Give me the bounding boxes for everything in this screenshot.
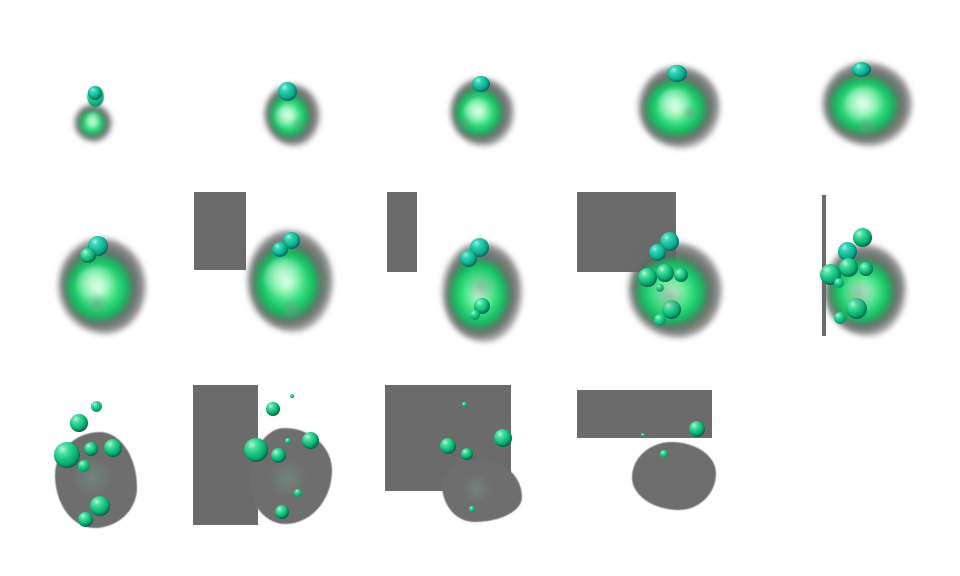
surface-cell [440,438,456,454]
surface-cell [90,496,110,516]
surface-cell [853,228,872,247]
panel-10 [768,192,960,384]
surface-cell [472,76,490,92]
surface-cell [838,242,857,261]
volume-shadow [82,296,112,312]
volume-shadow [464,274,498,300]
panel-8 [384,192,576,384]
surface-cell [290,394,294,398]
mass-residual-green [268,458,308,498]
surface-cell [54,442,80,468]
panel-4 [576,0,768,192]
panel-5 [768,0,960,192]
surface-cell [302,432,319,449]
surface-cell [660,232,679,251]
surface-cell [266,402,280,416]
surface-cell [244,438,268,462]
panel-11 [0,384,192,576]
surface-cell [285,438,291,444]
surface-cell [70,414,88,432]
volume-shadow [292,118,304,130]
surface-cell [859,262,873,276]
surface-cell [656,264,674,282]
surface-cell [461,448,473,460]
panel-13 [384,384,576,576]
surface-cell [638,268,657,287]
volume-shadow [854,118,880,134]
occlusion-rectangle [194,192,246,270]
surface-cell [104,439,122,457]
volume-highlight [86,112,102,128]
volume-shadow [278,300,306,318]
volume-highlight [844,86,886,124]
volume-highlight [264,258,306,298]
surface-cell [839,258,858,277]
surface-cell [852,62,871,77]
surface-cell [272,242,288,257]
panel-3 [384,0,576,192]
volume-shadow [458,116,472,130]
surface-cell [674,268,688,282]
surface-cell [78,460,90,472]
surface-cell [660,450,668,458]
panel-12 [192,384,384,576]
surface-cell [80,248,96,263]
surface-cell [470,310,480,320]
surface-cell [654,314,666,326]
panel-9 [576,192,768,384]
surface-cell [88,86,102,100]
necrotic-mass [632,442,716,510]
surface-cell [78,512,93,527]
panel-15 [768,384,960,576]
surface-cell [667,65,687,82]
panel-14 [576,384,768,576]
volume-shadow [682,104,698,122]
surface-cell [689,421,705,437]
surface-cell [84,442,98,456]
surface-cell [462,402,467,407]
surface-cell [271,448,286,463]
surface-cell [834,312,846,324]
surface-cell [294,489,302,497]
surface-cell [91,401,102,412]
panel-6 [0,192,192,384]
surface-cell [278,82,297,101]
surface-cell [460,250,477,267]
panel-7 [192,192,384,384]
surface-cell [649,244,666,261]
surface-cell [283,232,300,249]
mass-residual-green [460,476,494,502]
surface-cell [469,506,475,512]
surface-cell [641,433,645,437]
panel-2 [192,0,384,192]
volume-shadow [650,282,688,310]
surface-cell [834,278,844,288]
panel-1 [0,0,192,192]
surface-cell [494,429,512,447]
volume-shadow [842,280,876,306]
occlusion-rectangle [387,192,417,272]
surface-cell [275,505,289,519]
